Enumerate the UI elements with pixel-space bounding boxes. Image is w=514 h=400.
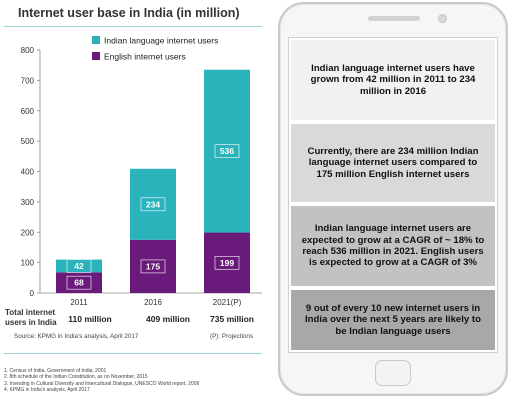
totals-label-line2: users in India <box>5 317 57 327</box>
y-tick-label: 700 <box>21 76 35 85</box>
footnote: 4. KPMG in India's analysis, April 2017 <box>4 387 90 394</box>
footnote: 2. 8th schedule of the Indian Constituti… <box>4 374 148 381</box>
phone-home-button <box>375 360 411 386</box>
data-label: 175 <box>146 261 160 271</box>
total-2011: 110 million <box>68 314 112 324</box>
y-tick-label: 400 <box>21 168 35 177</box>
insight-box-2: Currently, there are 234 million Indian … <box>291 124 495 202</box>
projection-note: (P): Projections <box>210 333 254 340</box>
legend-swatch <box>92 36 100 44</box>
legend-label: Indian language internet users <box>104 36 218 46</box>
data-label-box <box>214 144 240 158</box>
data-label: 68 <box>74 278 84 288</box>
totals-label: Total internet users in India <box>5 308 57 327</box>
data-label: 199 <box>220 258 234 268</box>
data-label-box <box>140 197 166 212</box>
y-tick-label: 100 <box>21 259 35 268</box>
y-tick-label: 500 <box>21 137 35 146</box>
x-tick-label: 2016 <box>144 298 162 307</box>
x-tick-label: 2011 <box>70 298 88 307</box>
totals-label-line1: Total internet <box>5 308 56 317</box>
data-label-box <box>66 275 92 290</box>
phone-camera-icon <box>438 14 447 23</box>
data-label-box <box>140 259 166 274</box>
data-label-box <box>66 259 92 273</box>
chart-panel: Internet user base in India (in million)… <box>4 6 262 394</box>
bottom-divider <box>4 353 262 354</box>
data-label-box <box>214 255 240 270</box>
data-label: 536 <box>220 146 234 156</box>
stacked-bar-chart: 0 100 200 300 400 500 600 700 800 68 42 2011 175 234 2… <box>21 36 262 307</box>
phone-mockup: Indian language internet users have grow… <box>278 2 508 396</box>
title-divider <box>4 26 262 27</box>
source-note: Source: KPMG in India's analysis, April … <box>14 333 139 340</box>
y-tick-label: 200 <box>21 228 35 237</box>
y-tick-label: 800 <box>21 46 35 55</box>
chart-title: Internet user base in India (in million) <box>18 6 240 20</box>
x-tick-label: 2021(P) <box>213 298 242 307</box>
insight-box-3: Indian language internet users are expec… <box>291 206 495 286</box>
data-label: 234 <box>146 199 160 209</box>
y-tick-label: 300 <box>21 198 35 207</box>
total-2021: 735 million <box>210 314 254 324</box>
phone-screen: Indian language internet users have grow… <box>288 37 498 353</box>
legend-label: English internet users <box>104 52 186 62</box>
insight-box-1: Indian language internet users have grow… <box>291 40 495 120</box>
phone-speaker <box>368 16 420 21</box>
total-2016: 409 million <box>146 314 190 324</box>
y-tick-label: 600 <box>21 107 35 116</box>
insight-box-4: 9 out of every 10 new internet users in … <box>291 290 495 350</box>
legend-swatch <box>92 52 100 60</box>
y-tick-label: 0 <box>30 289 35 298</box>
footnotes: 1. Census of India, Government of India,… <box>4 368 199 394</box>
footnote: 1. Census of India, Government of India,… <box>4 368 107 374</box>
footnote: 3. Investing in Cultural Diversity and I… <box>4 380 200 387</box>
data-label: 42 <box>74 261 84 271</box>
